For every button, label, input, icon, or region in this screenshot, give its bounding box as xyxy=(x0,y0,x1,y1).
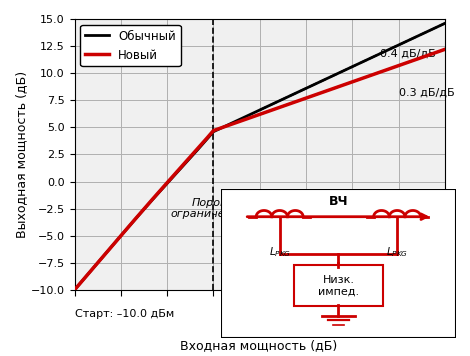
Text: $L_{PKG}$: $L_{PKG}$ xyxy=(268,245,291,258)
Обычный xyxy=(272,101,278,105)
Text: Порог
ограничения: Порог ограничения xyxy=(171,198,247,219)
FancyBboxPatch shape xyxy=(294,265,383,307)
FancyBboxPatch shape xyxy=(221,189,456,338)
Text: Низк.
импед.: Низк. импед. xyxy=(318,275,359,297)
Обычный xyxy=(375,52,381,57)
Новый xyxy=(442,47,448,52)
Text: Стоп: 30.0 дБм: Стоп: 30.0 дБм xyxy=(358,309,445,319)
Новый xyxy=(72,288,78,292)
Обычный xyxy=(433,25,439,30)
Text: 0.4 дБ/дБ: 0.4 дБ/дБ xyxy=(380,49,436,59)
Обычный xyxy=(250,111,256,115)
Text: 0.3 дБ/дБ: 0.3 дБ/дБ xyxy=(399,88,454,98)
Обычный xyxy=(442,21,448,26)
Text: Входная мощность (дБ): Входная мощность (дБ) xyxy=(180,339,337,352)
Legend: Обычный, Новый: Обычный, Новый xyxy=(80,25,180,66)
Y-axis label: Выходная мощность (дБ): Выходная мощность (дБ) xyxy=(15,71,28,238)
Новый xyxy=(272,107,278,111)
Обычный xyxy=(72,288,78,292)
Новый xyxy=(248,115,253,120)
Text: Старт: –10.0 дБм: Старт: –10.0 дБм xyxy=(75,309,174,319)
Новый xyxy=(433,50,439,54)
Новый xyxy=(375,70,381,75)
Line: Обычный: Обычный xyxy=(75,23,445,290)
Line: Новый: Новый xyxy=(75,49,445,290)
Text: $L_{PKG}$: $L_{PKG}$ xyxy=(386,245,408,258)
Обычный xyxy=(248,112,253,116)
Обычный xyxy=(292,91,298,96)
Новый xyxy=(250,115,256,119)
Text: ВЧ: ВЧ xyxy=(329,195,348,208)
Новый xyxy=(292,100,298,104)
